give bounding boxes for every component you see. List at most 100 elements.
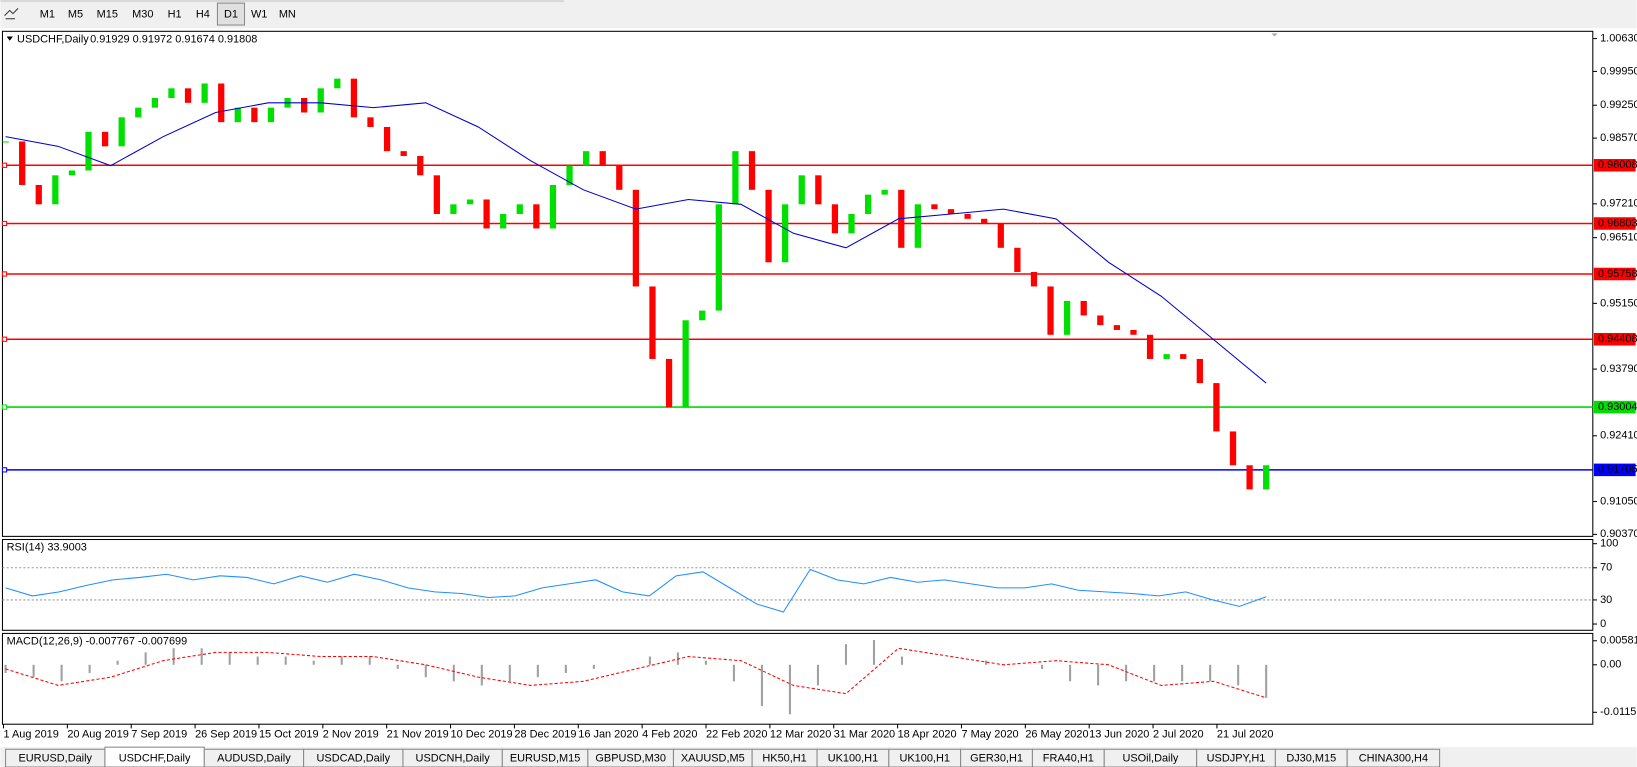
timeframe-button[interactable] (61, 2, 90, 26)
y-tick-label: 0.005818 (1600, 635, 1637, 647)
candle (234, 107, 241, 123)
symbol-tab-label: FRA40,H1 (1043, 753, 1094, 765)
candle (1229, 431, 1237, 466)
timeframe-button[interactable] (33, 2, 62, 26)
candle (1113, 325, 1121, 330)
level-price-label: 0.91705 (1598, 464, 1637, 476)
y-tick-label: 0.99950 (1600, 65, 1637, 77)
rsi-label: RSI(14) 33.9003 (7, 542, 87, 554)
candle (168, 88, 175, 98)
candle (831, 204, 839, 234)
y-tick-label: 1.00630 (1600, 32, 1637, 44)
level-price-label: 0.96803 (1598, 217, 1637, 229)
level-price-label: 0.94408 (1598, 333, 1637, 345)
level-handle (1, 162, 8, 168)
y-tick-label: 0.91050 (1600, 495, 1637, 507)
collapse-arrow[interactable] (6, 36, 13, 41)
candle (682, 320, 689, 408)
candle (267, 107, 275, 123)
candle (251, 107, 258, 123)
x-tick-label: 13 Jun 2020 (1089, 729, 1149, 741)
y-tick-label: 0.00 (1600, 659, 1621, 671)
timeframe-button[interactable] (89, 2, 126, 26)
timeframe-label: M1 (40, 9, 55, 21)
timeframe-label: M15 (97, 9, 118, 21)
timeframe-label: M30 (132, 9, 153, 21)
x-tick-label: 22 Feb 2020 (706, 729, 767, 741)
timeframe-button[interactable] (125, 2, 161, 26)
candle (1130, 329, 1137, 335)
timeframe-button[interactable] (273, 2, 302, 26)
level-price-box (1593, 267, 1636, 281)
candle (101, 131, 109, 147)
rsi-frame (1, 538, 1594, 631)
symbol-tab-label: USDCAD,Daily (317, 753, 391, 765)
candle (782, 204, 789, 263)
candle (732, 151, 739, 205)
candle (649, 286, 656, 359)
symbol-tab-label: USOil,Daily (1122, 753, 1178, 765)
candle (201, 83, 208, 103)
candle (549, 184, 557, 229)
symbol-tab-label: DJ30,M15 (1286, 753, 1336, 765)
timeframe-button[interactable] (188, 2, 217, 26)
y-tick-label: 0.90370 (1600, 528, 1637, 540)
candle (218, 83, 225, 123)
x-tick-label: 21 Nov 2019 (387, 729, 449, 741)
candle (350, 78, 358, 118)
candle (417, 155, 424, 176)
y-tick-label: 30 (1600, 594, 1612, 606)
candle (301, 97, 308, 113)
y-tick-label: 0.92410 (1600, 430, 1637, 442)
symbol-label: USDCHF,Daily (17, 34, 89, 46)
candle (1030, 271, 1038, 287)
symbol-tab-label: XAUUSD,M5 (681, 753, 745, 765)
level-handle (1, 467, 8, 473)
candle (367, 117, 374, 127)
candle (881, 189, 888, 195)
rsi-line (5, 568, 1267, 613)
x-tick-label: 2 Nov 2019 (323, 729, 379, 741)
candle (1180, 354, 1187, 359)
level-price-box (1593, 217, 1636, 230)
candle (964, 213, 971, 219)
level-handle (1, 271, 8, 277)
candle (566, 165, 573, 185)
crosshair-icon[interactable] (4, 7, 19, 20)
timeframe-button[interactable] (160, 2, 189, 26)
candle (533, 204, 540, 229)
candle (798, 175, 805, 205)
macd-frame (1, 632, 1594, 725)
y-tick-label: 0.98570 (1600, 132, 1637, 144)
candle (317, 88, 324, 113)
candle (2, 141, 9, 143)
symbol-tab-label: GER30,H1 (970, 753, 1023, 765)
candle (981, 218, 988, 224)
x-tick-label: 12 Mar 2020 (770, 729, 831, 741)
symbol-tab[interactable] (1346, 748, 1441, 767)
timeframe-label: H4 (196, 9, 210, 21)
x-tick-label: 1 Aug 2019 (3, 729, 58, 741)
candle (699, 310, 706, 321)
candle (582, 151, 590, 166)
candle (85, 131, 92, 171)
candle (914, 204, 921, 248)
symbol-tab-label: USDJPY,H1 (1207, 753, 1266, 765)
x-tick-label: 7 Sep 2019 (131, 729, 187, 741)
y-tick-label: 100 (1600, 538, 1618, 550)
timeframe-button[interactable] (216, 2, 246, 26)
symbol-tab-label: USDCNH,Daily (416, 753, 491, 765)
candle (433, 175, 440, 214)
candle (1196, 358, 1203, 384)
candle (632, 189, 640, 287)
candle (599, 151, 606, 166)
timeframe-button[interactable] (245, 2, 274, 26)
candle (1146, 334, 1154, 359)
candle (500, 213, 507, 229)
candle (450, 204, 457, 214)
x-tick-label: 7 May 2020 (961, 729, 1018, 741)
candle (19, 141, 26, 185)
y-tick-label: -0.011514 (1600, 706, 1637, 718)
level-handle (1, 336, 8, 342)
x-tick-label: 10 Dec 2019 (451, 729, 513, 741)
